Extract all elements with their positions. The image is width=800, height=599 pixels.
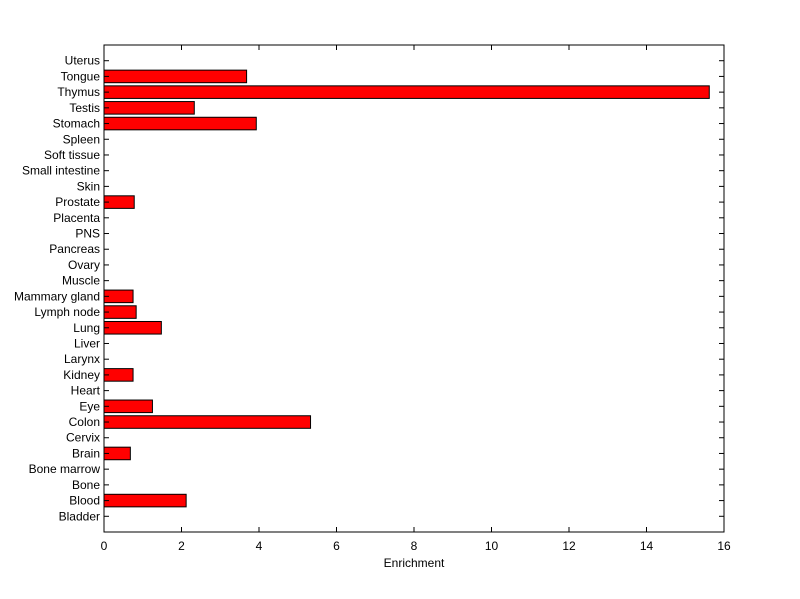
x-tick-label-12: 12 [562,539,576,553]
x-tick-label-14: 14 [640,539,654,553]
y-tick-label-eye: Eye [79,399,100,413]
x-tick-label-6: 6 [333,539,340,553]
y-tick-label-lymph-node: Lymph node [34,305,100,319]
bar-eye [103,399,153,414]
bar-testis [103,101,195,115]
y-tick-label-stomach: Stomach [53,117,100,131]
y-tick-label-prostate: Prostate [55,195,100,209]
bar-lung [103,320,162,335]
x-tick-label-8: 8 [411,539,418,553]
y-tick-label-soft-tissue: Soft tissue [44,148,100,162]
x-tick-label-0: 0 [101,539,108,553]
y-tick-label-skin: Skin [77,179,100,193]
y-tick-label-kidney: Kidney [63,368,100,382]
y-tick-label-mammary-gland: Mammary gland [14,289,100,303]
x-tick-label-4: 4 [256,539,263,553]
y-tick-label-liver: Liver [74,336,100,350]
y-tick-label-bone: Bone [72,478,100,492]
y-tick-label-thymus: Thymus [57,85,100,99]
y-tick-label-lung: Lung [73,321,100,335]
y-tick-label-testis: Testis [69,101,100,115]
bar-thymus [103,85,710,99]
y-tick-label-blood: Blood [69,494,100,508]
y-tick-label-pancreas: Pancreas [49,242,100,256]
y-tick-label-heart: Heart [71,384,101,398]
y-tick-label-brain: Brain [72,446,100,460]
bar-tongue [103,69,248,84]
y-tick-label-uterus: Uterus [65,54,100,68]
y-tick-label-muscle: Muscle [62,274,100,288]
y-tick-label-spleen: Spleen [63,132,100,146]
x-tick-label-2: 2 [178,539,185,553]
y-tick-label-tongue: Tongue [61,69,101,83]
x-tick-label-10: 10 [485,539,499,553]
y-tick-label-colon: Colon [69,415,100,429]
y-tick-label-cervix: Cervix [66,431,100,445]
bar-blood [103,493,187,508]
y-tick-label-placenta: Placenta [53,211,100,225]
y-tick-label-bone-marrow: Bone marrow [29,462,101,476]
bar-stomach [103,116,257,131]
x-ticks-group: 0 2 4 6 8 10 12 14 16 [101,45,731,553]
axes-frame [103,44,725,533]
x-tick-label-16: 16 [717,539,731,553]
bar-colon [103,415,312,429]
y-tick-label-bladder: Bladder [59,509,100,523]
y-tick-label-larynx: Larynx [64,352,100,366]
y-tick-label-ovary: Ovary [68,258,100,272]
y-tick-label-pns: PNS [75,227,100,241]
y-tick-label-small-intestine: Small intestine [22,164,100,178]
x-axis-title: Enrichment [384,556,445,570]
